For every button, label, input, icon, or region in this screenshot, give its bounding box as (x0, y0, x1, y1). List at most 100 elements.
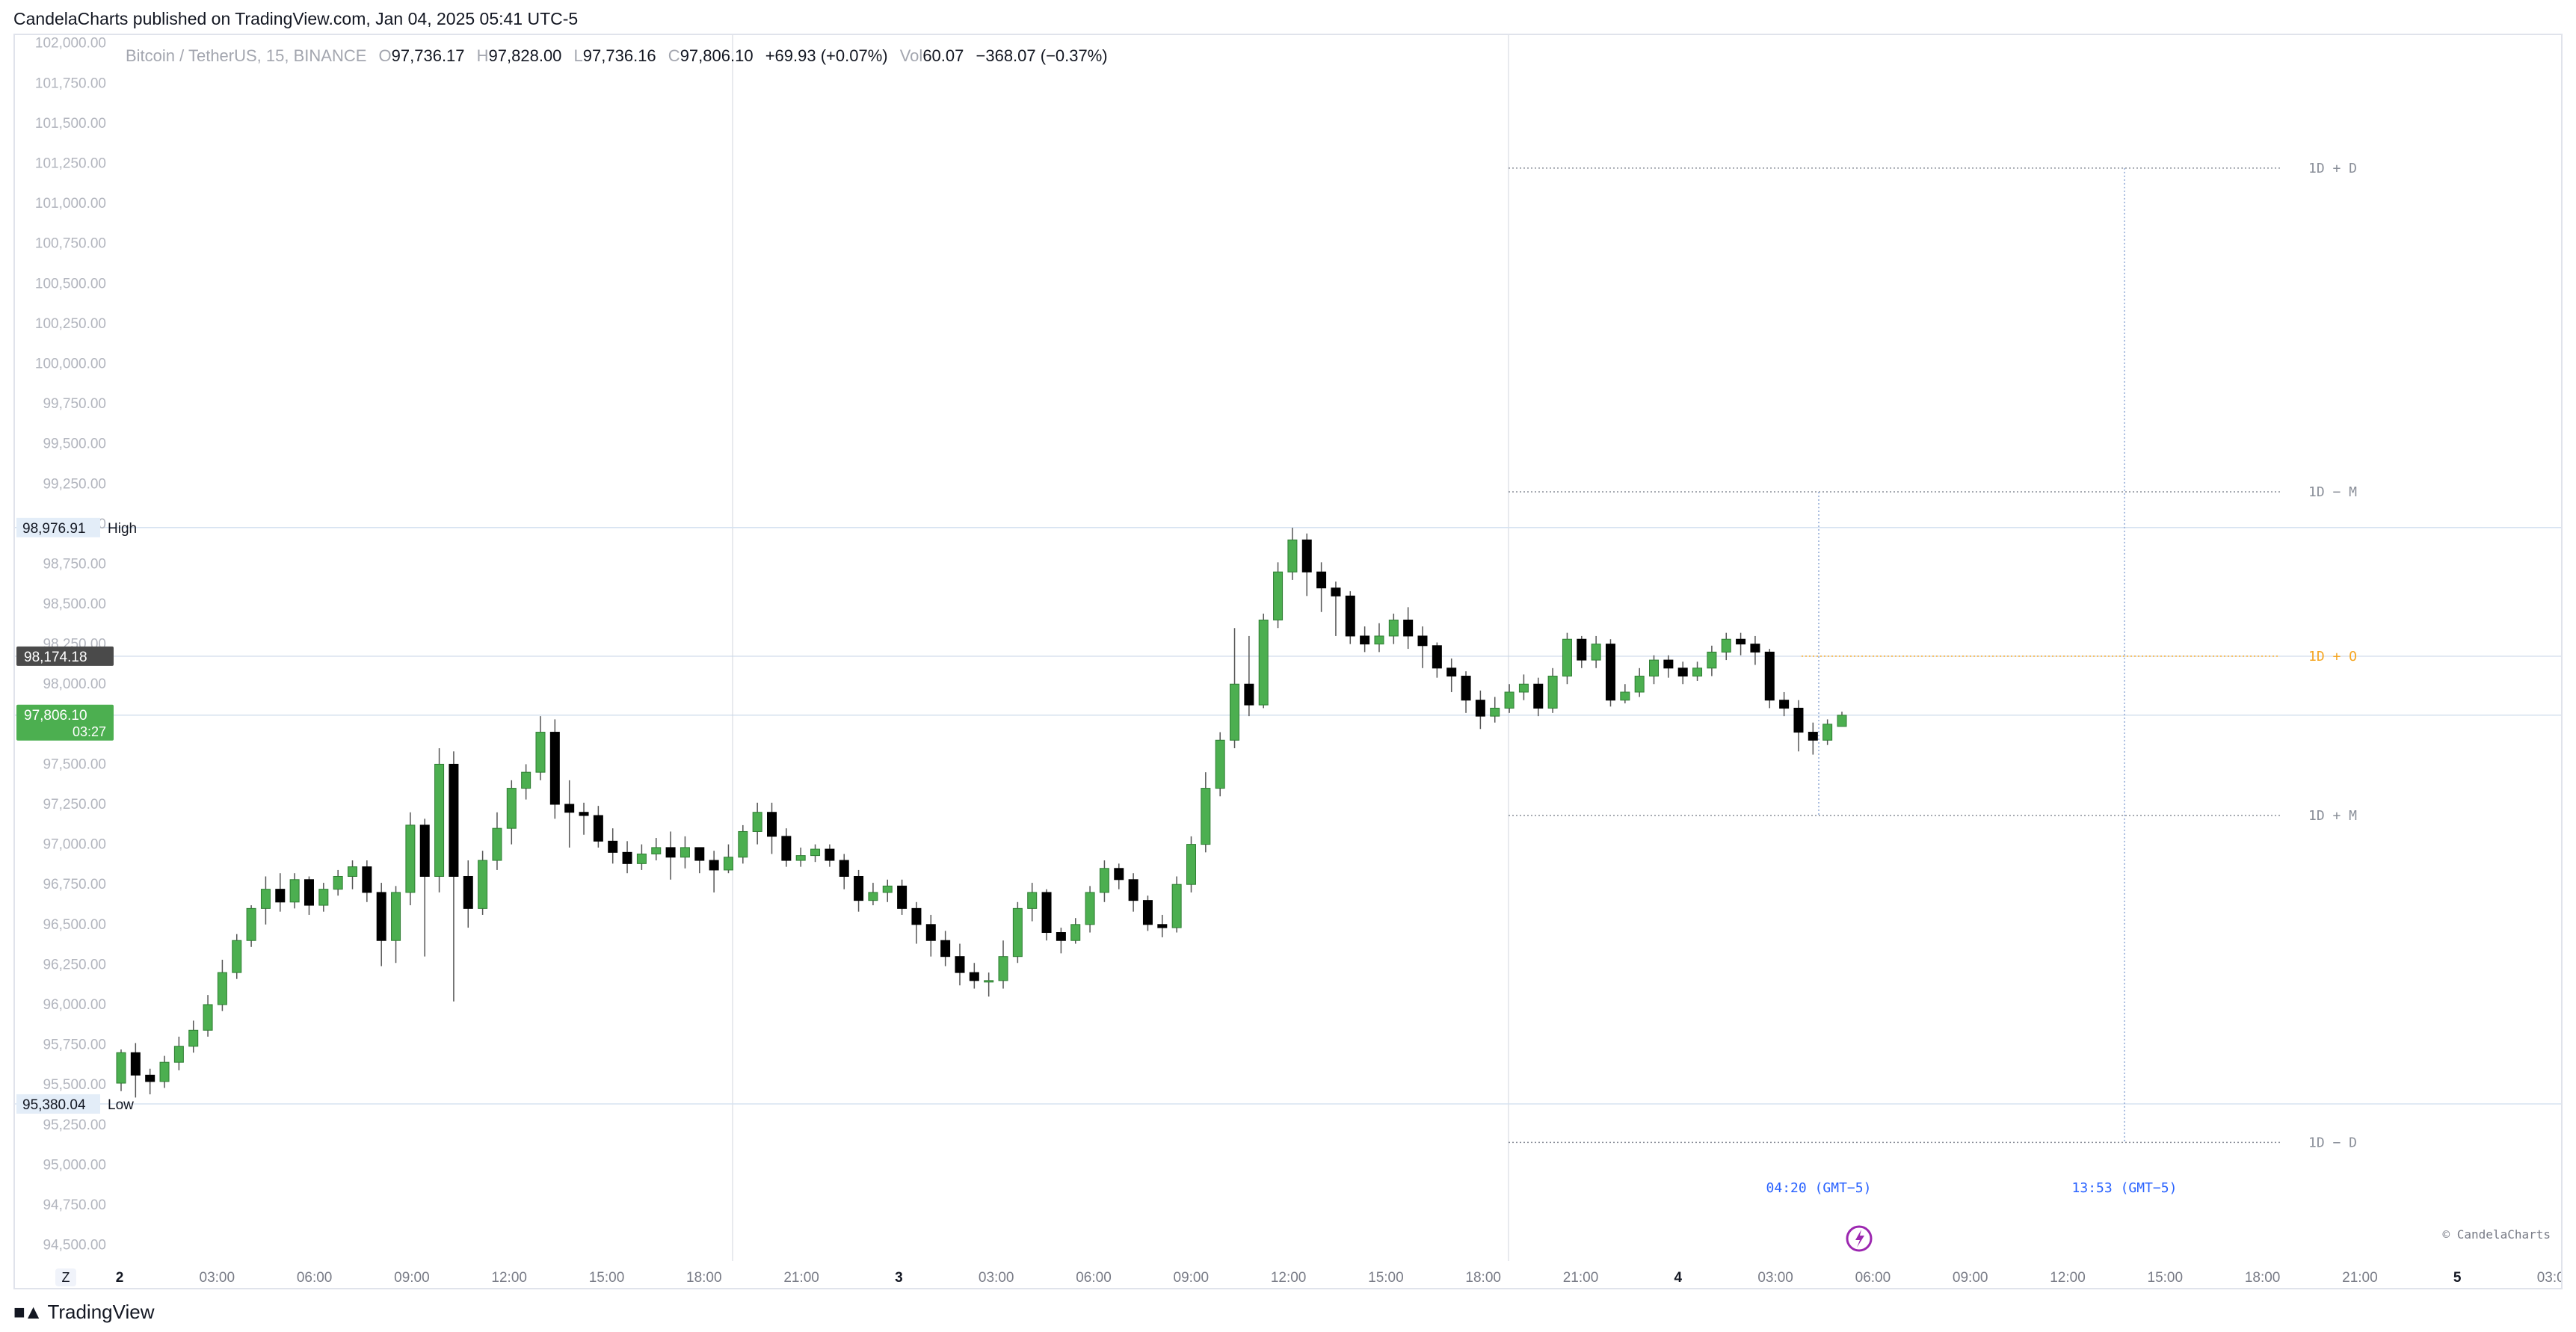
candle (188, 1020, 199, 1053)
candle-body (1779, 700, 1790, 709)
marker-price-box (16, 517, 100, 537)
candle (651, 838, 662, 861)
candle (940, 931, 951, 966)
candle-body (1533, 683, 1544, 709)
candle (1085, 886, 1095, 933)
brand-name: TradingView (47, 1301, 155, 1323)
candle-body (608, 840, 618, 853)
candle (506, 780, 517, 845)
marker-price: 98,976.91 (22, 521, 86, 537)
x-axis: 2 03:00 06:00 09:00 12:00 15:00 18:00 21:00 3 03:… (55, 1268, 2561, 1286)
prev-price-text: 98,174.18 (24, 650, 87, 665)
candle-body (1750, 644, 1760, 653)
candle (1707, 645, 1717, 676)
candle (1822, 719, 1833, 745)
zoom-label: Z (62, 1270, 70, 1285)
candle-body (405, 824, 416, 893)
y-tick-label: 100,750.00 (35, 236, 106, 252)
time-marker-label: 13:53 (GMT−5) (2072, 1180, 2178, 1196)
candle (1533, 677, 1544, 717)
candle (549, 719, 560, 819)
marker-label: High (108, 521, 137, 537)
candle-body (1808, 732, 1818, 741)
candle (463, 860, 473, 928)
open-value: 97,736.17 (391, 46, 465, 65)
candle-body (738, 830, 748, 858)
candle (1490, 697, 1500, 723)
candle (260, 876, 271, 925)
x-tick-label: 15:00 (589, 1270, 625, 1286)
candle (391, 886, 401, 963)
candle (825, 844, 835, 867)
candle (1215, 732, 1225, 797)
volume-change: −368.07 (−0.37%) (976, 46, 1108, 65)
y-tick-label: 102,000.00 (35, 36, 106, 52)
candle-body (434, 763, 445, 877)
candle-body (1273, 571, 1284, 620)
candle (1417, 626, 1428, 668)
volume-value: 60.07 (922, 46, 964, 65)
replay-icon[interactable] (1846, 1225, 1873, 1252)
candle (1171, 876, 1182, 933)
candle (1446, 658, 1457, 692)
candle-body (1374, 635, 1384, 645)
candle-body (940, 940, 951, 958)
y-tick-label: 97,000.00 (43, 837, 106, 853)
close-value: 97,806.10 (680, 46, 754, 65)
chart-frame[interactable]: 1D + D 1D − M 1D + O 1D + M 1D − D 04:20 (GMT… (13, 34, 2563, 1289)
candle-body (1085, 892, 1095, 925)
candle-body (709, 860, 719, 871)
candle (1663, 655, 1674, 678)
candle-body (303, 879, 314, 906)
candle-body (1518, 683, 1529, 693)
candle-body (1764, 651, 1775, 701)
y-tick-label: 95,750.00 (43, 1037, 106, 1053)
symbol-label[interactable]: Bitcoin / TetherUS, 15, BINANCE (126, 46, 367, 65)
candle (795, 847, 806, 867)
candle (1793, 700, 1804, 752)
candle (1201, 772, 1211, 853)
candle-body (1316, 571, 1327, 589)
tradingview-logo[interactable]: ■▲ TradingView (13, 1301, 155, 1324)
candle (579, 802, 589, 835)
candle-body (1331, 588, 1341, 596)
candle-body (1547, 676, 1558, 709)
candle-body (752, 812, 762, 832)
x-tick-label: 03:00 (1757, 1270, 1793, 1286)
x-tick-label: 06:00 (297, 1270, 333, 1286)
candle (752, 802, 762, 845)
y-tick-label: 99,250.00 (43, 476, 106, 492)
y-tick-label: 96,250.00 (43, 957, 106, 972)
candle-body (593, 815, 603, 842)
candle-body (1114, 868, 1124, 881)
candle-body (1215, 739, 1225, 789)
candle-body (1301, 539, 1312, 573)
x-tick-label: 03:00 (200, 1270, 235, 1286)
candle (173, 1036, 184, 1070)
change-value: +69.93 (+0.07%) (765, 46, 888, 65)
level-label: 1D − M (2308, 484, 2357, 500)
candle-body (564, 804, 575, 813)
price-chart[interactable]: 1D + D 1D − M 1D + O 1D + M 1D − D 04:20 (GMT… (15, 35, 2561, 1288)
candle-body (1822, 724, 1833, 741)
marker-price-box (16, 1094, 100, 1114)
candle-body (159, 1061, 170, 1082)
x-tick-label: 5 (2453, 1270, 2462, 1286)
y-tick-label: 98,500.00 (43, 596, 106, 612)
candle-body (1027, 892, 1038, 909)
low-value: 97,736.16 (582, 46, 656, 65)
candle (1721, 632, 1731, 661)
candle-body (478, 860, 488, 909)
candle (1779, 691, 1790, 717)
candle-body (1692, 667, 1703, 677)
candle-body (232, 940, 242, 973)
x-tick-label: 21:00 (783, 1270, 819, 1286)
candle (781, 828, 792, 867)
candle-body (969, 972, 979, 981)
candle (1070, 918, 1081, 944)
candle-body (1605, 644, 1615, 701)
zoom-button (55, 1268, 76, 1286)
candle-body (333, 875, 343, 890)
candle (1157, 914, 1168, 937)
time-marker-label: 04:20 (GMT−5) (1766, 1180, 1872, 1196)
